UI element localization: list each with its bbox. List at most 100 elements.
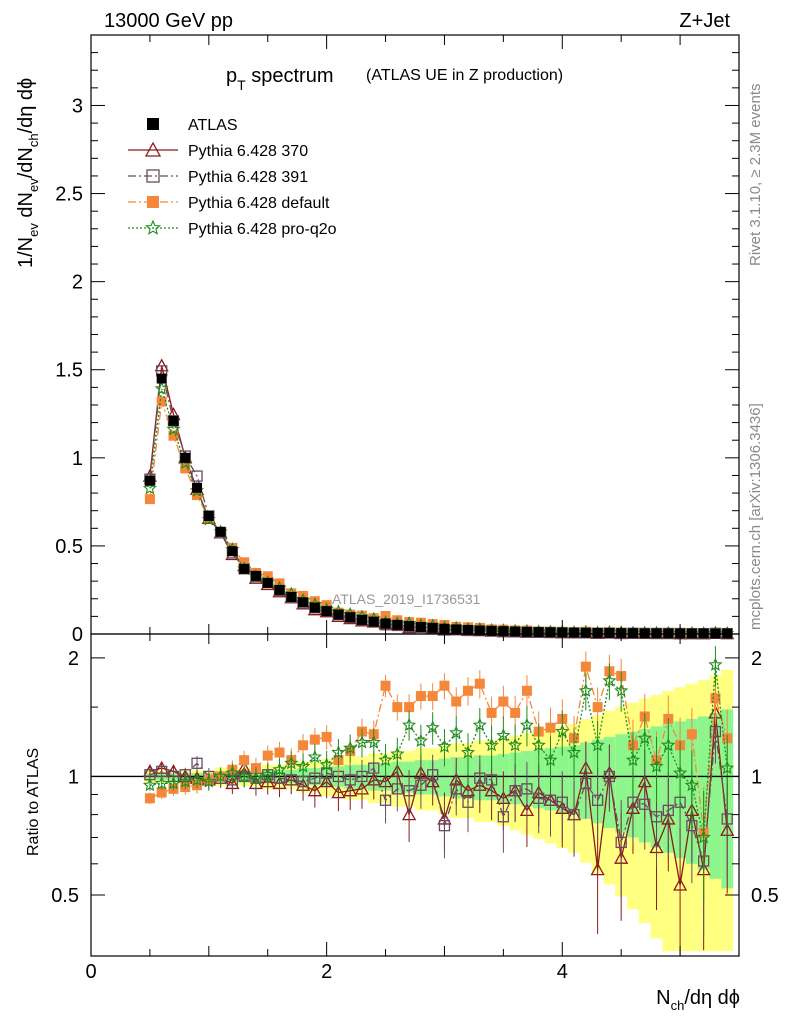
ratio-band-green xyxy=(709,712,722,879)
ratio-point xyxy=(392,702,403,713)
ratio-point xyxy=(710,693,721,704)
mcplots-label: mcplots.cern.ch [arXiv:1306.3436] xyxy=(747,403,764,630)
ratio-point xyxy=(498,696,509,707)
ratio-point xyxy=(508,737,523,752)
ratio-point xyxy=(144,793,155,804)
ratio-point xyxy=(402,717,417,732)
ratio-point xyxy=(485,774,498,786)
ratio-point xyxy=(521,783,533,795)
ratio-point xyxy=(474,772,486,784)
ratio-point xyxy=(496,728,511,742)
y-main-tick-label: 3 xyxy=(72,95,83,117)
ratio-point xyxy=(486,707,497,718)
atlas-data-point xyxy=(639,628,650,639)
ratio-point xyxy=(627,796,639,808)
atlas-data-point xyxy=(663,628,674,639)
ratio-point xyxy=(533,792,545,804)
ratio-point xyxy=(425,720,440,734)
ratio-frame xyxy=(90,633,740,957)
ratio-point xyxy=(721,813,733,825)
ratio-point xyxy=(591,794,604,806)
ratio-point xyxy=(578,683,593,697)
ratio-point xyxy=(672,877,688,891)
ratio-point xyxy=(379,794,392,806)
y-ratio-tick-label-right: 0.5 xyxy=(751,885,779,907)
ratio-point xyxy=(427,769,439,781)
ratio-series-line xyxy=(149,666,728,833)
ratio-point xyxy=(166,775,181,790)
ratio-point xyxy=(438,820,451,832)
atlas-data-point xyxy=(592,627,603,638)
ratio-point xyxy=(191,757,203,769)
ratio-point xyxy=(590,737,605,752)
ratio-point xyxy=(484,737,499,752)
ratio-point xyxy=(696,830,711,844)
ratio-point xyxy=(272,762,287,776)
y-ratio-tick-label: 2 xyxy=(68,648,79,670)
atlas-data-point xyxy=(227,546,238,557)
ratio-series-line xyxy=(149,664,728,838)
title-paren: (ATLAS UE in Z production) xyxy=(366,67,563,84)
ratio-point xyxy=(260,767,275,781)
atlas-data-point xyxy=(309,602,320,613)
main-panel-marks xyxy=(142,358,735,640)
ratio-point xyxy=(451,696,462,707)
ratio-point xyxy=(343,740,358,755)
ratio-point xyxy=(543,752,558,767)
ratio-point xyxy=(296,759,311,773)
atlas-data-point xyxy=(321,606,332,617)
atlas-data-point xyxy=(451,624,462,635)
ratio-point xyxy=(368,762,380,774)
atlas-data-point xyxy=(580,627,591,638)
atlas-data-point xyxy=(486,625,497,636)
analysis-watermark: ATLAS_2019_I1736531 xyxy=(332,591,481,607)
ratio-point xyxy=(366,734,381,749)
ratio-point xyxy=(274,747,285,758)
atlas-data-point xyxy=(144,475,155,486)
ratio-point xyxy=(510,707,521,718)
x-tick-label: 2 xyxy=(321,961,332,983)
atlas-data-point xyxy=(545,627,556,638)
atlas-data-point xyxy=(215,526,226,537)
main-series-point xyxy=(142,480,157,495)
ratio-point xyxy=(580,777,592,790)
atlas-data-point xyxy=(651,628,662,639)
ratio-point xyxy=(142,777,157,792)
ratio-point xyxy=(178,774,193,788)
ratio-point xyxy=(201,774,216,788)
atlas-data-point xyxy=(250,570,261,581)
ratio-point xyxy=(437,739,452,753)
legend-marker xyxy=(147,118,159,130)
ratio-point xyxy=(614,683,629,697)
ratio-point xyxy=(415,691,426,702)
main-series-point xyxy=(309,596,320,607)
ratio-point xyxy=(284,755,299,770)
y-main-tick-label: 2.5 xyxy=(55,184,83,206)
ratio-point xyxy=(413,733,428,748)
ratio-point xyxy=(509,785,521,797)
ratio-point xyxy=(239,755,250,766)
ratio-point xyxy=(225,765,240,780)
ratio-point xyxy=(331,745,346,759)
main-series-point xyxy=(321,600,332,611)
ratio-point xyxy=(497,811,510,823)
ratio-series-line xyxy=(149,712,728,886)
ratio-point xyxy=(544,794,557,806)
legend: ATLAS Pythia 6.428 370 Pythia 6.428 391 Pyt… xyxy=(128,117,337,238)
atlas-data-point xyxy=(262,577,273,588)
legend-label: ATLAS xyxy=(188,117,238,134)
legend-label: Pythia 6.428 default xyxy=(188,195,330,212)
ratio-point xyxy=(156,787,167,798)
atlas-data-point xyxy=(192,482,203,493)
y-ratio-tick-label-right: 1 xyxy=(751,766,762,788)
ratio-point xyxy=(154,775,169,790)
main-series-point xyxy=(144,494,155,505)
title-word: spectrum xyxy=(246,65,334,87)
ratio-point xyxy=(309,772,321,784)
ratio-point xyxy=(189,772,205,786)
ratio-point xyxy=(463,685,474,696)
main-series-point xyxy=(154,381,169,395)
ratio-point xyxy=(615,836,627,849)
ratio-point xyxy=(472,717,487,732)
ratio-point xyxy=(709,725,722,738)
